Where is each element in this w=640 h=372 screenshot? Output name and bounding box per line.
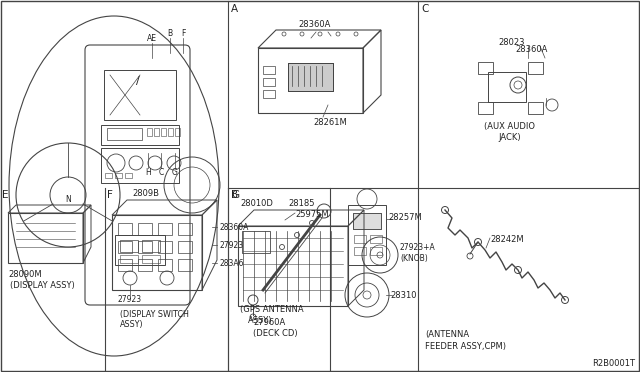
Bar: [105, 173, 112, 178]
Text: B: B: [168, 29, 173, 38]
Bar: [178, 223, 192, 235]
Bar: [370, 247, 382, 255]
Bar: [147, 128, 152, 136]
Text: 27923+A: 27923+A: [400, 243, 436, 251]
Bar: [354, 235, 366, 243]
Bar: [178, 241, 192, 253]
Bar: [104, 70, 176, 120]
Text: 28310: 28310: [390, 291, 417, 299]
Text: 27960A: 27960A: [253, 318, 285, 327]
Bar: [288, 63, 333, 91]
Bar: [528, 102, 543, 114]
Text: 25975M: 25975M: [295, 210, 328, 219]
Text: (DISPLAY SWITCH
ASSY): (DISPLAY SWITCH ASSY): [120, 310, 189, 329]
Bar: [118, 259, 132, 271]
Text: C: C: [421, 4, 428, 14]
Text: H: H: [145, 168, 151, 177]
Bar: [158, 259, 172, 271]
Text: /: /: [136, 76, 140, 86]
Bar: [112, 215, 202, 290]
Bar: [158, 223, 172, 235]
Text: AE: AE: [147, 34, 157, 43]
Bar: [175, 128, 180, 136]
Bar: [178, 259, 192, 271]
Bar: [120, 255, 138, 263]
Bar: [488, 72, 526, 102]
Text: 28360A: 28360A: [219, 222, 248, 231]
Text: (ANTENNA: (ANTENNA: [425, 330, 469, 339]
Bar: [115, 235, 165, 265]
Text: B: B: [231, 190, 238, 200]
Bar: [154, 128, 159, 136]
Bar: [370, 235, 382, 243]
Bar: [353, 213, 381, 229]
Text: C: C: [158, 168, 164, 177]
Bar: [168, 128, 173, 136]
Bar: [263, 90, 275, 98]
Text: JACK): JACK): [499, 133, 522, 142]
Text: A: A: [231, 4, 238, 14]
Bar: [142, 255, 160, 263]
Text: F: F: [181, 29, 185, 38]
Text: G: G: [172, 168, 178, 177]
Bar: [528, 62, 543, 74]
Text: 28185: 28185: [288, 199, 314, 208]
Bar: [107, 128, 142, 140]
Text: N: N: [65, 195, 71, 203]
Text: 28010D: 28010D: [240, 199, 273, 208]
Bar: [258, 48, 363, 113]
Text: FEEDER ASSY,CPM): FEEDER ASSY,CPM): [425, 342, 506, 351]
Text: (AUX AUDIO: (AUX AUDIO: [484, 122, 536, 131]
Text: 2809B: 2809B: [132, 189, 159, 198]
Bar: [138, 259, 152, 271]
Bar: [238, 226, 348, 306]
Bar: [138, 241, 152, 253]
Bar: [158, 241, 172, 253]
Text: 27923: 27923: [219, 241, 243, 250]
Bar: [142, 240, 160, 252]
Bar: [125, 173, 132, 178]
Text: 28090M: 28090M: [8, 270, 42, 279]
Bar: [263, 78, 275, 86]
Bar: [354, 247, 366, 255]
Text: ASSY): ASSY): [248, 316, 273, 325]
Bar: [101, 148, 179, 183]
Text: 28261M: 28261M: [313, 118, 347, 127]
Bar: [263, 66, 275, 74]
Text: 28360A: 28360A: [298, 20, 330, 29]
Text: 28257M: 28257M: [388, 213, 422, 222]
Text: 28360A: 28360A: [515, 45, 547, 54]
Text: 28242M: 28242M: [490, 235, 524, 244]
Text: 283A6: 283A6: [219, 259, 243, 267]
Bar: [478, 102, 493, 114]
Bar: [115, 173, 122, 178]
Text: (DECK CD): (DECK CD): [253, 329, 298, 338]
Text: (GPS ANTENNA: (GPS ANTENNA: [240, 305, 303, 314]
Text: E: E: [2, 190, 8, 200]
Bar: [8, 213, 83, 263]
Text: R2B0001T: R2B0001T: [592, 359, 635, 368]
Bar: [138, 223, 152, 235]
Text: 28023: 28023: [498, 38, 525, 47]
Bar: [118, 241, 132, 253]
Text: (KNOB): (KNOB): [400, 254, 428, 263]
Bar: [161, 128, 166, 136]
Text: F: F: [107, 190, 113, 200]
Text: 27923: 27923: [118, 295, 142, 304]
Bar: [478, 62, 493, 74]
Bar: [120, 240, 138, 252]
Text: (DISPLAY ASSY): (DISPLAY ASSY): [10, 281, 75, 290]
Bar: [353, 213, 381, 229]
Bar: [101, 125, 179, 145]
Bar: [118, 223, 132, 235]
Bar: [288, 63, 333, 91]
Bar: [348, 205, 386, 265]
Text: G: G: [231, 190, 239, 200]
Bar: [242, 231, 270, 253]
